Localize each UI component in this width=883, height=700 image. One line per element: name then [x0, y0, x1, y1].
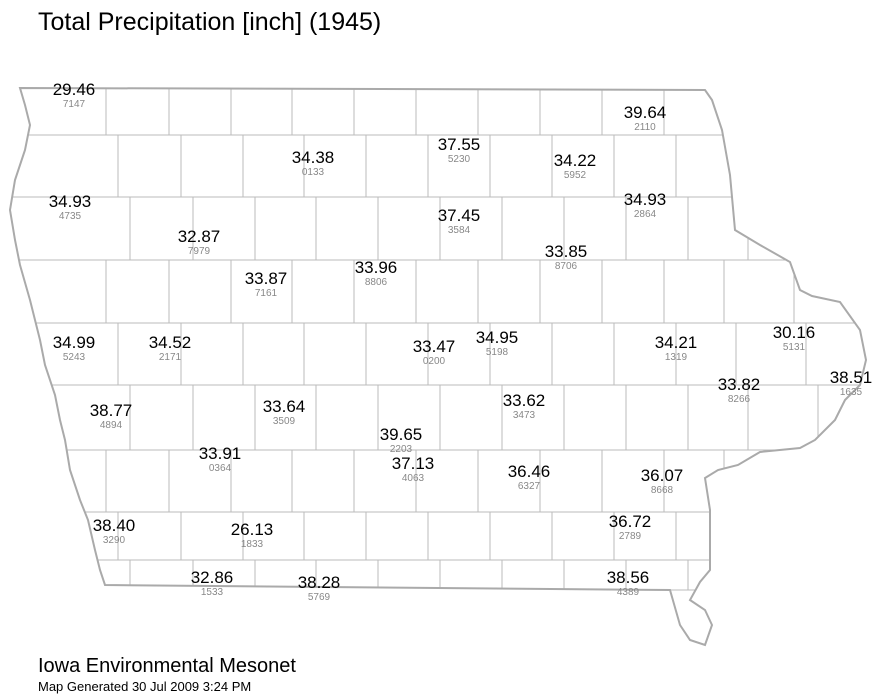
station-value: 36.72	[609, 512, 652, 531]
station-value: 32.87	[178, 227, 221, 246]
station-value: 38.77	[90, 401, 133, 420]
station-value: 33.82	[718, 375, 761, 394]
station-id: 3473	[513, 410, 536, 421]
station-value: 34.22	[554, 151, 597, 170]
station-id: 2171	[159, 352, 182, 363]
station-value: 38.51	[830, 368, 873, 387]
station-value: 38.28	[298, 573, 341, 592]
station-id: 7979	[188, 246, 211, 257]
county-lines	[10, 88, 866, 591]
station-id: 1533	[201, 587, 224, 598]
station-id: 8806	[365, 277, 388, 288]
station-value: 33.62	[503, 391, 546, 410]
station-value: 33.87	[245, 269, 288, 288]
station-id: 8266	[728, 394, 751, 405]
station-id: 7147	[63, 99, 86, 110]
station-id: 4063	[402, 473, 425, 484]
station-value: 39.65	[380, 425, 423, 444]
station-id: 6327	[518, 481, 541, 492]
footer-generated: Map Generated 30 Jul 2009 3:24 PM	[38, 679, 251, 694]
station-value: 32.86	[191, 568, 234, 587]
station-value: 34.93	[49, 192, 92, 211]
station-id: 8706	[555, 261, 578, 272]
state-outline	[8, 86, 868, 647]
station-id: 5198	[486, 347, 509, 358]
station-value: 34.99	[53, 333, 96, 352]
station-value: 37.45	[438, 206, 481, 225]
station-id: 7161	[255, 288, 278, 299]
station-id: 5243	[63, 352, 86, 363]
station-id: 5131	[783, 342, 806, 353]
station-id: 5230	[448, 154, 471, 165]
station-value: 34.93	[624, 190, 667, 209]
station-id: 5952	[564, 170, 587, 181]
map-title: Total Precipitation [inch] (1945)	[38, 8, 381, 36]
station-value: 37.13	[392, 454, 435, 473]
station-value: 30.16	[773, 323, 816, 342]
station-id: 1833	[241, 539, 264, 550]
station-id: 3290	[103, 535, 126, 546]
station-value: 33.91	[199, 444, 242, 463]
station-id: 0200	[423, 356, 446, 367]
station-value: 26.13	[231, 520, 274, 539]
station-value: 34.38	[292, 148, 335, 167]
station-id: 4389	[617, 587, 640, 598]
footer-organization: Iowa Environmental Mesonet	[38, 655, 296, 677]
station-value: 36.46	[508, 462, 551, 481]
station-value: 33.85	[545, 242, 588, 261]
station-id: 5769	[308, 592, 331, 603]
station-id: 4735	[59, 211, 82, 222]
station-value: 38.56	[607, 568, 650, 587]
station-value: 33.47	[413, 337, 456, 356]
station-value: 33.96	[355, 258, 398, 277]
station-value: 34.21	[655, 333, 698, 352]
station-value: 37.55	[438, 135, 481, 154]
station-id: 0133	[302, 167, 325, 178]
station-id: 1319	[665, 352, 688, 363]
station-value: 36.07	[641, 466, 684, 485]
station-id: 2789	[619, 531, 642, 542]
station-value: 33.64	[263, 397, 306, 416]
station-value: 39.64	[624, 103, 667, 122]
station-value: 34.52	[149, 333, 192, 352]
station-value: 29.46	[53, 80, 96, 99]
station-value: 34.95	[476, 328, 519, 347]
station-id: 3509	[273, 416, 296, 427]
station-id: 4894	[100, 420, 123, 431]
station-id: 1635	[840, 387, 863, 398]
station-id: 2864	[634, 209, 657, 220]
station-id: 2203	[390, 444, 413, 455]
station-id: 8668	[651, 485, 674, 496]
station-id: 2110	[634, 122, 656, 133]
station-value: 38.40	[93, 516, 136, 535]
station-id: 3584	[448, 225, 471, 236]
station-id: 0364	[209, 463, 232, 474]
